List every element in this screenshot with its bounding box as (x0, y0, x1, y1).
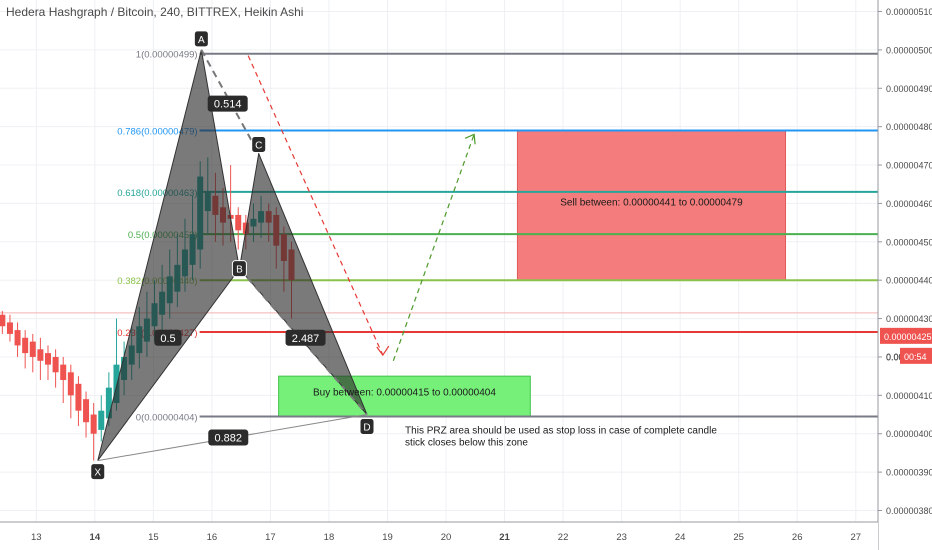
point-label-x: X (94, 468, 101, 479)
candle-body (105, 387, 112, 419)
y-tick-label: 0.00000450 (886, 237, 932, 247)
point-label-d-box (359, 418, 375, 436)
candle-body (235, 214, 242, 231)
price-axis-bg (878, 0, 932, 550)
fibonacci-levels: 1(0.00000499) 0.786(0.00000479) 0.618(0.00… (0, 50, 878, 423)
y-tick-label: 0.00000390 (886, 468, 932, 478)
candle-body (22, 337, 29, 354)
buy-zone-label: Buy between: 0.00000415 to 0.00000404 (313, 387, 496, 398)
point-label-d: D (363, 423, 370, 434)
candle-body (83, 399, 90, 423)
candle-body (67, 372, 74, 396)
ratio-label-box (207, 95, 248, 112)
buy-projection-arrowhead (464, 133, 476, 145)
candle-body (6, 322, 13, 334)
buy-projection-arrow (392, 134, 475, 361)
price-tag-box (880, 327, 932, 344)
y-tick-label: 0.00000500 (886, 45, 932, 55)
y-tick-label: 0.00000410 (886, 391, 932, 401)
candle-body (29, 341, 36, 357)
countdown-box (900, 347, 932, 364)
countdown-label: 00:54 (904, 352, 927, 362)
price-tag-label: 0.00000425 (884, 332, 932, 342)
ratio-label-box (285, 329, 326, 346)
point-label-a: A (198, 35, 205, 46)
sell-projection-arrowhead (376, 345, 390, 357)
fib-label-0.618: 0.618(0.00000463) (117, 188, 197, 199)
candle-body (44, 353, 51, 365)
y-tick-label: 0.00000430 (886, 314, 932, 324)
ratio-label: 2.487 (292, 333, 320, 345)
x-tick-label: 22 (558, 532, 569, 543)
sell-zone (516, 130, 787, 281)
sell-zone-label: Sell between: 0.00000441 to 0.00000479 (560, 197, 743, 208)
y-tick-label: 0.00000470 (886, 161, 932, 171)
y-tick-label: 0.00000480 (886, 122, 932, 132)
x-tick-label: 24 (675, 532, 686, 543)
fib-label-0: 0(0.00000404) (136, 412, 198, 423)
x-tick-label: 20 (441, 532, 452, 543)
ratio-label: 0.882 (215, 433, 243, 445)
x-tick-label: 13 (31, 532, 42, 543)
sell-projection-arrow (247, 55, 384, 356)
point-label-x-box (90, 463, 106, 481)
y-tick-label: 0.00000400 (886, 429, 932, 439)
x-tick-label: 14 (90, 532, 101, 543)
point-label-c: C (255, 141, 262, 152)
time-axis-bg (0, 522, 878, 550)
candle-body (14, 330, 21, 346)
x-tick-label: 25 (733, 532, 744, 543)
ratio-label: 0.5 (160, 333, 175, 345)
y-tick-label: 0.00000440 (886, 276, 932, 286)
prz-annotation-line: This PRZ area should be used as stop los… (405, 426, 717, 437)
candle-body (52, 356, 59, 373)
x-tick-label: 21 (499, 532, 510, 543)
y-tick-label: 0.00000510 (886, 7, 932, 17)
prz-annotation-line: stick closes below this zone (405, 438, 528, 449)
point-label-a-box (193, 30, 209, 48)
projection-arrows (247, 55, 476, 361)
pattern-triangle-xab (97, 49, 240, 461)
point-label-c-box (251, 136, 267, 154)
x-tick-label: 18 (324, 532, 335, 543)
ratio-label-box (208, 429, 249, 446)
ratio-line-a-c (200, 49, 260, 155)
buy-zone (278, 375, 531, 417)
fib-label-1: 1(0.00000499) (136, 50, 198, 61)
x-tick-label: 17 (265, 532, 276, 543)
y-tick-label: 0.00000490 (886, 84, 932, 94)
trade-zones (278, 130, 787, 417)
ratio-label: 0.514 (214, 99, 242, 111)
candle-body (90, 414, 97, 434)
x-tick-label: 27 (850, 532, 861, 543)
point-label-b-box (231, 260, 247, 278)
y-tick-label: 0.00000380 (886, 506, 932, 516)
x-tick-label: 19 (382, 532, 393, 543)
candle-body (37, 349, 44, 361)
chart-labels: X A B C D 0.514 0.5 2.487 0.882 Sell between: 0.0… (90, 30, 743, 481)
y-tick-label: 0.00000460 (886, 199, 932, 209)
candle-body (98, 410, 105, 430)
fib-label-0.786: 0.786(0.00000479) (117, 127, 197, 138)
chart-title: Hedera Hashgraph / Bitcoin, 240, BITTREX… (6, 5, 304, 19)
x-tick-label: 26 (792, 532, 803, 543)
candle-body (60, 364, 67, 380)
candle-body (113, 364, 120, 404)
x-tick-label: 23 (616, 532, 627, 543)
partial-price-label: 0.000 (886, 352, 909, 362)
x-tick-label: 16 (207, 532, 218, 543)
candle-body (75, 383, 82, 411)
candle-body (0, 314, 6, 327)
ratio-label-box (154, 329, 182, 346)
point-label-b: B (236, 265, 243, 276)
x-tick-label: 15 (148, 532, 159, 543)
